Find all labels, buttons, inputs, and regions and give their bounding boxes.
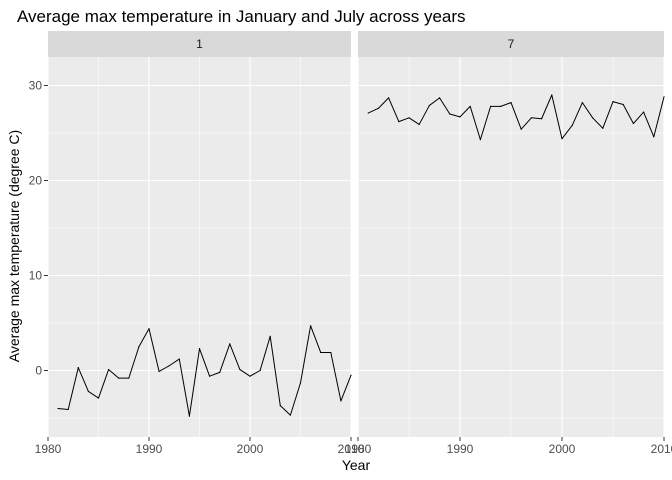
data-point (571, 124, 573, 126)
series-line-1 (58, 325, 352, 417)
data-point (279, 405, 281, 407)
data-point (530, 117, 533, 119)
data-point (340, 400, 342, 402)
data-point (377, 107, 379, 109)
data-point (188, 415, 190, 417)
data-point (367, 112, 369, 114)
data-point (97, 397, 100, 399)
data-point (239, 368, 241, 371)
data-point (198, 348, 201, 350)
data-point (108, 368, 110, 371)
data-point (439, 97, 441, 99)
data-point (249, 375, 251, 377)
x-tick-label: 1990 (447, 442, 474, 456)
data-point (490, 105, 492, 107)
facet-strip-label: 1 (196, 37, 203, 51)
data-point (77, 367, 79, 369)
series-line-7 (367, 94, 665, 141)
y-tick-label: 10 (29, 269, 43, 283)
data-point (622, 103, 624, 106)
data-point (592, 117, 594, 119)
x-tick-label: 2010 (651, 442, 672, 456)
data-point (148, 328, 150, 330)
x-tick-label: 1980 (35, 442, 62, 456)
data-point (388, 97, 390, 99)
data-point (612, 101, 614, 103)
data-point (158, 370, 160, 373)
data-point (118, 377, 120, 379)
data-point (653, 136, 655, 138)
data-point (310, 325, 312, 327)
x-tick-label: 2000 (549, 442, 576, 456)
x-tick-label: 1980 (345, 442, 372, 456)
x-tick-label: 2010 (338, 442, 365, 456)
y-tick-label: 20 (29, 174, 43, 188)
data-point (398, 121, 400, 123)
y-tick-label: 30 (29, 79, 43, 93)
data-point (57, 407, 59, 410)
data-point (209, 375, 211, 377)
y-tick-label: 0 (35, 364, 42, 378)
data-point (67, 408, 69, 411)
data-point (138, 346, 140, 348)
x-tick-label: 1990 (136, 442, 163, 456)
facet-panels: 1 1980 1990 2000 2010 0 10 20 30 7 1980 1990 2000 201… (29, 31, 672, 456)
data-point (663, 96, 665, 98)
facet-strip (358, 31, 664, 57)
data-point (418, 123, 420, 126)
x-axis-title: Year (342, 457, 371, 473)
data-point (520, 128, 522, 130)
data-point (229, 343, 231, 345)
facet-panel-1: 1 1980 1990 2000 2010 0 10 20 30 (29, 31, 365, 456)
data-point (350, 374, 352, 376)
data-point (449, 113, 451, 115)
data-point (128, 377, 130, 379)
data-point (581, 102, 584, 104)
data-point (643, 111, 645, 113)
data-point (330, 351, 332, 354)
data-point (632, 122, 635, 125)
facet-strip-label: 7 (508, 37, 515, 51)
y-axis-title: Average max temperature (degree C) (6, 130, 22, 362)
data-point (510, 102, 512, 104)
data-point (500, 105, 502, 107)
data-point (469, 105, 471, 107)
data-point (602, 127, 604, 129)
data-point (269, 335, 271, 337)
chart-title: Average max temperature in January and J… (17, 7, 466, 26)
data-point (320, 351, 322, 354)
data-point (289, 414, 291, 416)
data-point (459, 116, 461, 118)
data-point (561, 138, 563, 140)
data-point (259, 369, 261, 372)
data-point (219, 371, 221, 373)
facet-strip (48, 31, 351, 57)
data-point (168, 365, 170, 367)
data-point (299, 382, 302, 384)
data-point (178, 358, 180, 360)
facet-panel-7: 7 1980 1990 2000 2010 (345, 31, 672, 456)
data-point (541, 118, 543, 120)
x-tick-label: 2000 (237, 442, 264, 456)
data-point (551, 94, 553, 96)
data-point (428, 104, 430, 107)
data-point (408, 117, 410, 119)
data-point (479, 139, 481, 141)
data-point (87, 390, 89, 392)
